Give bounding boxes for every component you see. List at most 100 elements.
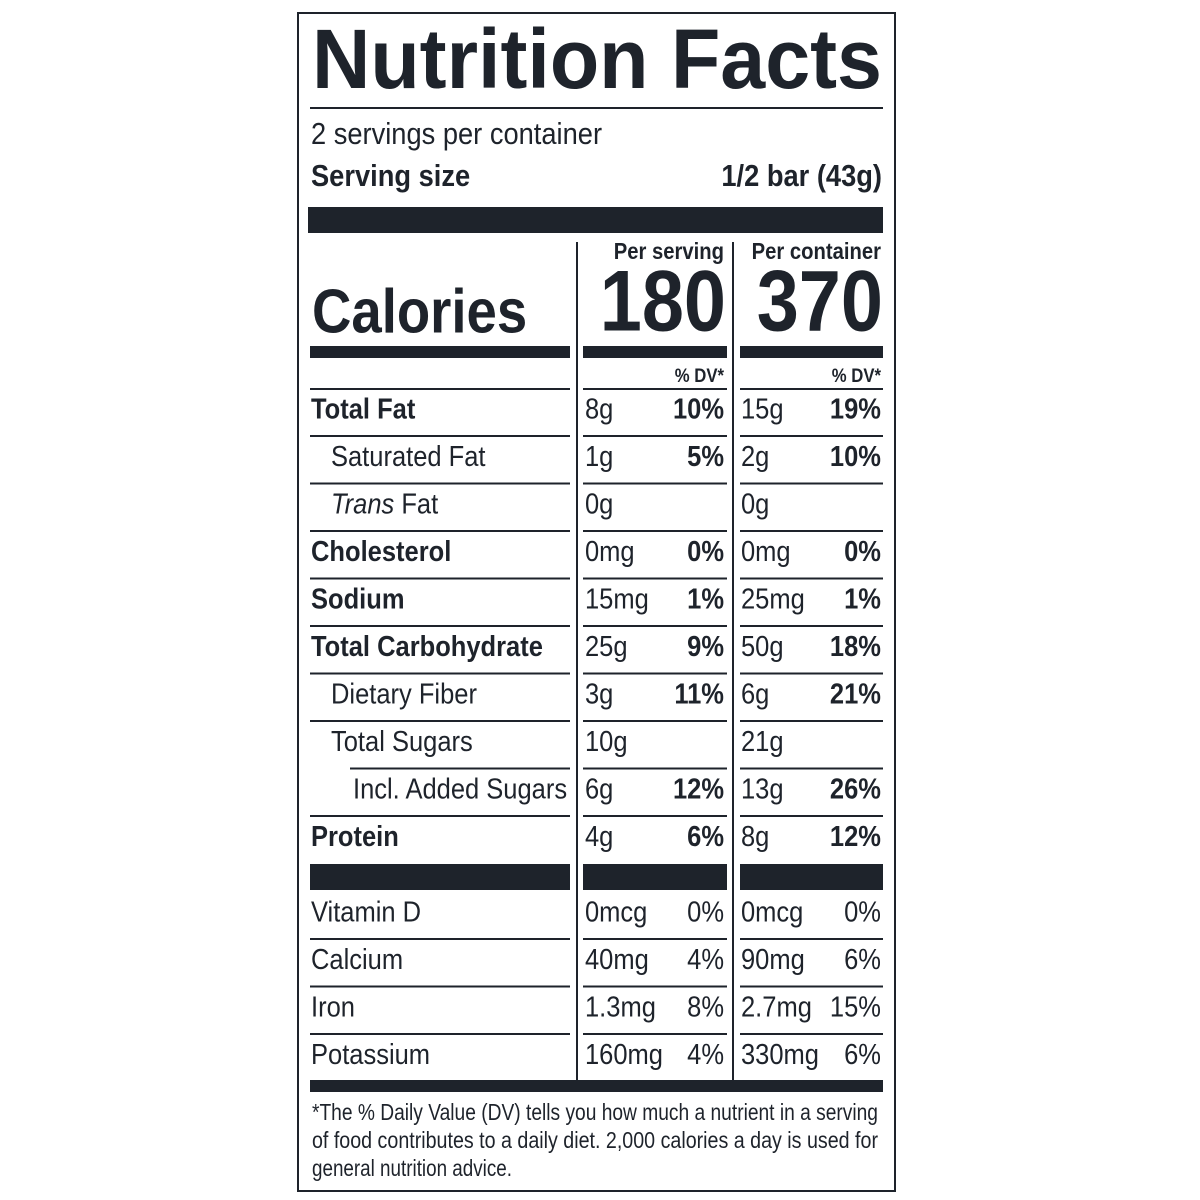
amount: 15mg (585, 582, 649, 615)
vitamin-name: Iron (311, 990, 355, 1023)
divider (583, 767, 727, 770)
thick-bar (740, 346, 883, 358)
daily-value: 0% (687, 535, 724, 568)
divider (583, 435, 727, 437)
daily-value: 1% (687, 582, 724, 615)
column-header: Per serving (614, 238, 724, 265)
divider (310, 985, 570, 988)
serving-size: 1/2 bar (43g) (721, 160, 882, 194)
divider (740, 985, 883, 988)
daily-value: 26% (830, 772, 881, 805)
thick-bar (583, 346, 727, 358)
dv-header: % DV* (832, 365, 881, 386)
daily-value: 5% (687, 440, 724, 473)
thick-bar (310, 346, 570, 358)
rule (310, 107, 883, 109)
column-header: Per container (752, 238, 882, 265)
divider (583, 985, 727, 988)
daily-value: 0% (844, 535, 881, 568)
thick-bar (310, 1080, 883, 1092)
daily-value: 8% (687, 990, 724, 1023)
divider (310, 482, 570, 485)
divider (350, 767, 570, 770)
divider (740, 720, 883, 722)
daily-value: 6% (844, 1038, 881, 1071)
nutrient-name: Protein (311, 820, 399, 853)
serving-size-label: Serving size (311, 160, 470, 194)
daily-value: 11% (674, 677, 724, 710)
daily-value: 6% (844, 943, 881, 976)
daily-value: 4% (687, 1038, 724, 1071)
divider (740, 815, 883, 817)
amount: 330mg (741, 1038, 819, 1071)
nutrient-name: Trans Fat (331, 487, 439, 520)
amount: 40mg (585, 943, 649, 976)
daily-value: 1% (844, 582, 881, 615)
divider (310, 577, 570, 580)
column-rule (732, 242, 734, 1080)
divider (740, 388, 883, 390)
vitamin-name: Calcium (311, 943, 403, 976)
daily-value: 6% (687, 820, 724, 853)
daily-value: 19% (830, 392, 881, 425)
amount: 25g (585, 630, 628, 663)
daily-value: 4% (687, 943, 724, 976)
divider (310, 938, 570, 940)
divider (740, 577, 883, 580)
nutrient-name: Sodium (311, 582, 405, 615)
nutrient-name: Saturated Fat (331, 440, 486, 473)
amount: 1.3mg (585, 990, 656, 1023)
divider (740, 672, 883, 675)
daily-value: 10% (673, 392, 724, 425)
divider (740, 482, 883, 485)
title: Nutrition Facts (312, 12, 882, 106)
divider (310, 435, 570, 437)
footnote: general nutrition advice. (312, 1155, 512, 1182)
divider (740, 435, 883, 437)
amount: 0g (741, 487, 769, 520)
divider (310, 625, 570, 627)
divider (583, 577, 727, 580)
amount: 4g (585, 820, 613, 853)
nutrient-name-italic: Trans (331, 487, 395, 520)
nutrient-name: Cholesterol (311, 535, 451, 568)
divider (310, 388, 570, 390)
nutrient-name: Total Sugars (331, 725, 473, 758)
amount: 13g (741, 772, 784, 805)
daily-value: 21% (830, 677, 881, 710)
divider (583, 1033, 727, 1035)
divider (583, 815, 727, 817)
divider (310, 530, 570, 532)
calories-value: 180 (600, 254, 726, 350)
calories-label: Calories (312, 277, 527, 346)
daily-value: 0% (687, 895, 724, 928)
amount: 0mg (741, 535, 791, 568)
amount: 25mg (741, 582, 805, 615)
amount: 160mg (585, 1038, 663, 1071)
amount: 50g (741, 630, 784, 663)
amount: 3g (585, 677, 613, 710)
divider (583, 672, 727, 675)
divider (740, 530, 883, 532)
column-rule (576, 242, 578, 1080)
divider (310, 815, 570, 817)
daily-value: 10% (830, 440, 881, 473)
divider (583, 938, 727, 940)
divider (740, 625, 883, 627)
amount: 10g (585, 725, 628, 758)
text-layer: 2 servings per container Serving size 1/2 … (311, 118, 883, 1182)
vitamin-name: Potassium (311, 1038, 430, 1071)
divider (310, 672, 570, 675)
nutrient-name: Total Fat (311, 392, 415, 425)
divider (740, 767, 883, 770)
daily-value: 18% (830, 630, 881, 663)
nutrient-name: Total Carbohydrate (311, 630, 543, 663)
daily-value: 12% (830, 820, 881, 853)
amount: 1g (585, 440, 613, 473)
amount: 6g (585, 772, 613, 805)
dv-header: % DV* (675, 365, 724, 386)
amount: 0mcg (741, 895, 803, 928)
amount: 2g (741, 440, 769, 473)
